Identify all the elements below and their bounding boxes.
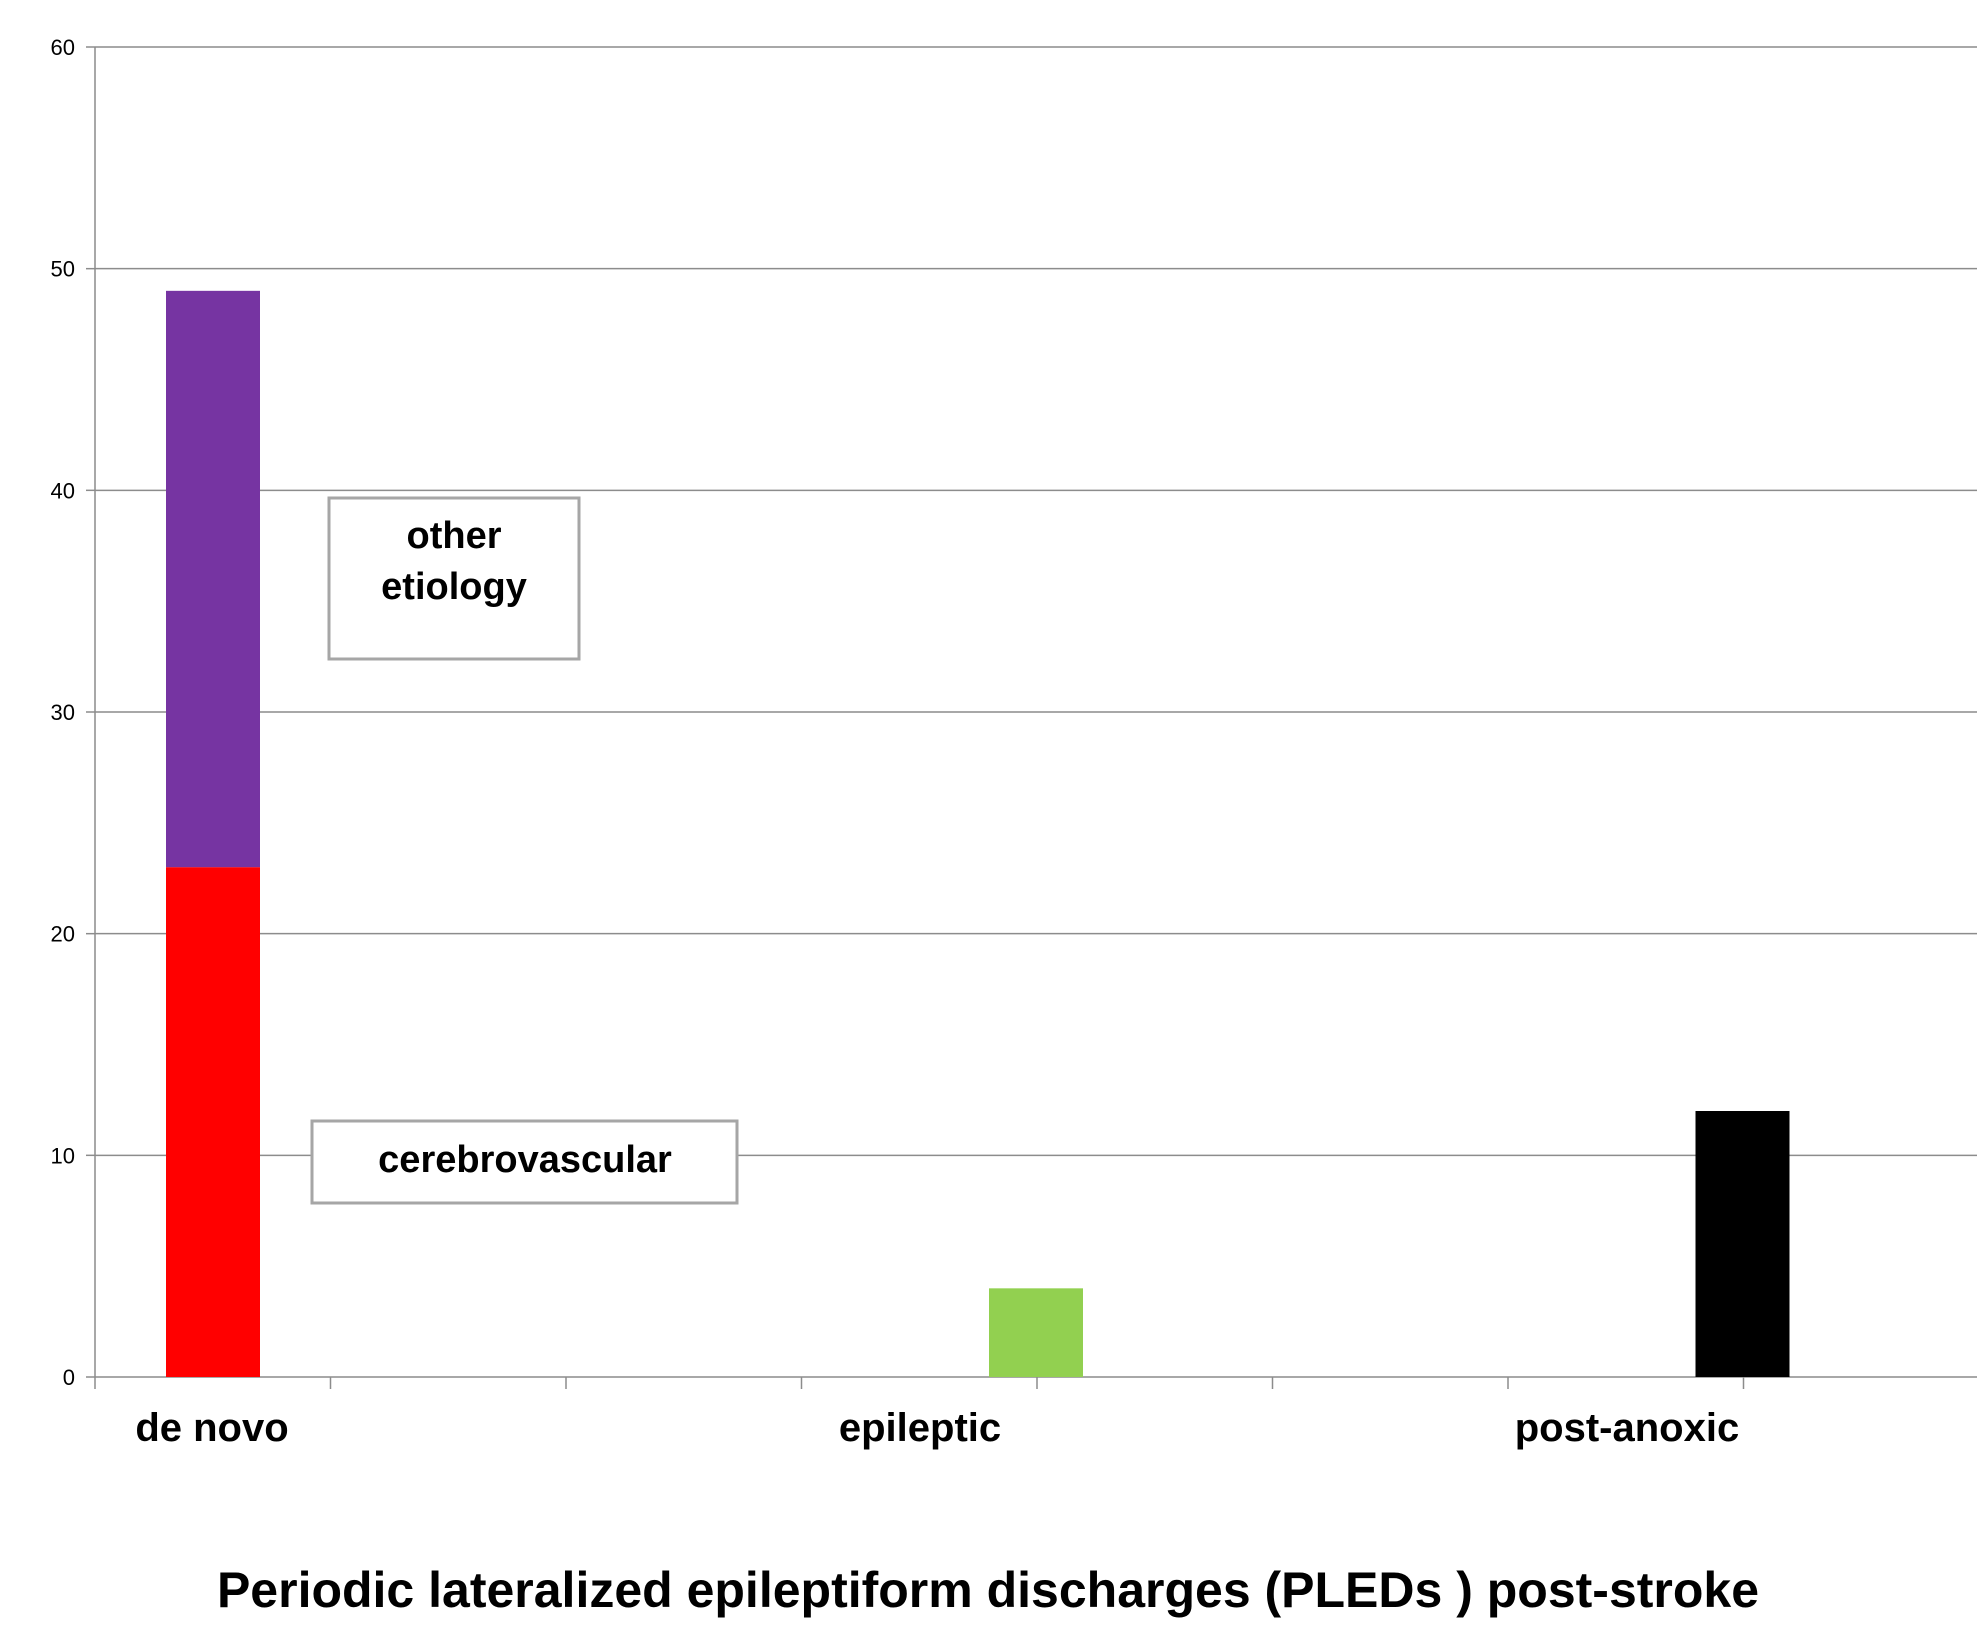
y-tick-label: 30	[51, 700, 75, 725]
x-category-label: epileptic	[839, 1406, 1001, 1450]
y-tick-label: 0	[63, 1365, 75, 1390]
axes: 0 10 20 30 40 50 60 de novo epileptic post-anoxic	[51, 35, 1977, 1450]
annotation-other-etiology: other etiology	[327, 496, 581, 661]
annotation-box	[327, 496, 581, 661]
bar	[1695, 1111, 1790, 1377]
bar	[989, 1288, 1083, 1377]
annotation-text-line: etiology	[381, 566, 527, 608]
annotation-text-line: cerebrovascular	[378, 1139, 672, 1181]
gridlines	[95, 46, 1977, 1157]
bar	[166, 290, 260, 868]
x-category-label: post-anoxic	[1515, 1406, 1739, 1450]
y-tick-label: 10	[51, 1143, 75, 1168]
y-tick-label: 50	[51, 257, 75, 282]
y-tick-label: 60	[51, 35, 75, 60]
y-tick-label: 40	[51, 478, 75, 503]
x-category-label: de novo	[135, 1406, 288, 1450]
annotation-text-line: other	[407, 515, 502, 557]
annotation-box	[310, 1119, 739, 1205]
annotation-cerebrovascular: cerebrovascular	[310, 1119, 739, 1205]
bar	[166, 867, 260, 1377]
bars	[166, 290, 1790, 1377]
chart-title: Periodic lateralized epileptiform discha…	[217, 1562, 1759, 1618]
y-tick-label: 20	[51, 922, 75, 947]
